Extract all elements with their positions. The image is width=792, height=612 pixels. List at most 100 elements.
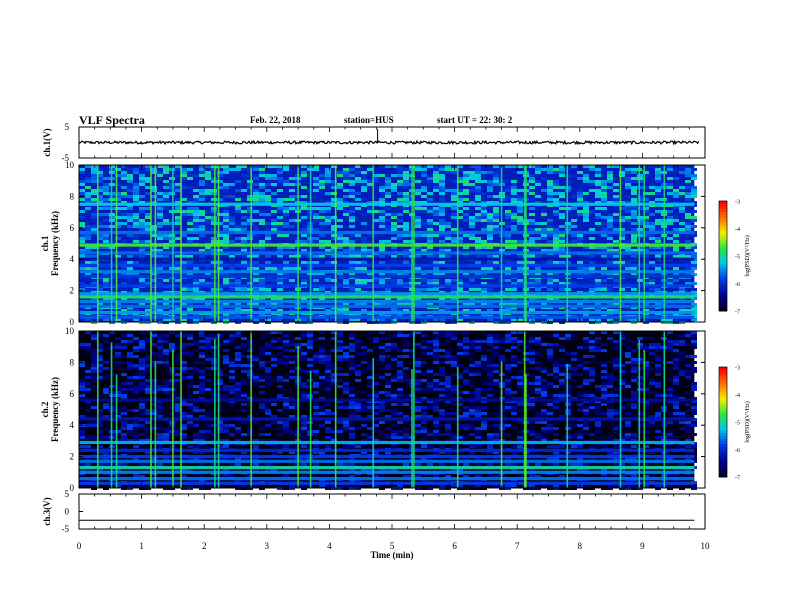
spectrogram-cell <box>619 207 625 210</box>
spectrogram-cell <box>235 288 241 291</box>
spectrogram-cell <box>667 343 673 346</box>
spectrogram-cell <box>151 225 157 228</box>
spectrogram-cell <box>139 207 145 210</box>
spectrogram-cell <box>667 367 673 370</box>
spectrogram-cell <box>259 427 265 430</box>
spectrogram-cell <box>133 183 139 186</box>
spectrogram-cell <box>613 273 619 276</box>
spectrogram-cell <box>409 361 415 364</box>
spectrogram-cell <box>487 216 493 219</box>
spectrogram-cell <box>595 171 601 174</box>
spectrogram-cell <box>601 382 607 385</box>
spectrogram-cell <box>97 349 103 352</box>
spectrogram-cell <box>679 207 685 210</box>
spectrogram-cell <box>427 222 433 225</box>
spectrogram-cell <box>649 424 655 427</box>
spectrogram-cell <box>97 207 103 210</box>
spectrogram-cell <box>145 358 151 361</box>
spectrogram-cell <box>457 228 463 231</box>
spectrogram-cell <box>115 255 121 258</box>
spectrogram-cell <box>535 165 541 168</box>
spectrogram-cell <box>427 406 433 409</box>
spectrogram-cell <box>235 358 241 361</box>
spectrogram-cell <box>643 346 649 349</box>
spectrogram-cell <box>559 168 565 171</box>
spectrogram-cell <box>553 358 559 361</box>
spectrogram-cell <box>253 198 259 201</box>
spectrogram-cell <box>289 403 295 406</box>
spectrogram-cell <box>247 210 253 213</box>
spectrogram-cell <box>559 234 565 237</box>
spectrogram-cell <box>673 267 679 270</box>
spectrogram-cell <box>403 249 409 252</box>
spectrogram-cell <box>127 255 133 258</box>
spectrogram-cell <box>253 373 259 376</box>
spectrogram-cell <box>103 267 109 270</box>
spectrogram-cell <box>325 376 331 379</box>
spectrogram-cell <box>619 373 625 376</box>
spectrogram-cell <box>313 165 319 168</box>
spectrogram-cell <box>223 415 229 418</box>
spectrogram-cell <box>475 346 481 349</box>
spectrogram-cell <box>397 168 403 171</box>
spectrogram-cell <box>517 318 523 321</box>
spectrogram-cell <box>625 297 631 300</box>
spectrogram-cell <box>199 382 205 385</box>
spectrogram-cell <box>649 352 655 355</box>
spectrogram-cell <box>133 198 139 201</box>
spectrogram-cell <box>151 255 157 258</box>
spectrogram-cell <box>613 367 619 370</box>
spectrogram-cell <box>427 388 433 391</box>
spectrogram-cell <box>445 403 451 406</box>
spectrogram-cell <box>157 171 163 174</box>
spectrogram-cell <box>535 391 541 394</box>
spectrogram-cell <box>427 367 433 370</box>
spectrogram-cell <box>103 246 109 249</box>
spectrogram-cell <box>355 415 361 418</box>
spectrogram-cell <box>343 303 349 306</box>
spectrogram-cell <box>277 234 283 237</box>
spectrogram-cell <box>589 267 595 270</box>
spectrogram-cell <box>157 346 163 349</box>
spectrogram-cell <box>187 213 193 216</box>
spectrogram-cell <box>631 358 637 361</box>
spectrogram-cell <box>163 340 169 343</box>
spectrogram-cell <box>205 177 211 180</box>
spectrogram-cell <box>433 165 439 168</box>
spectrogram-cell <box>547 180 553 183</box>
spectrogram-cell <box>427 346 433 349</box>
spectrogram-impulse <box>115 165 118 322</box>
spectrogram-cell <box>181 177 187 180</box>
spectrogram-cell <box>277 318 283 321</box>
spectrogram-cell <box>223 297 229 300</box>
spectrogram-cell <box>631 249 637 252</box>
spectrogram-cell <box>271 379 277 382</box>
spectrogram-cell <box>253 358 259 361</box>
spectrogram-cell <box>223 210 229 213</box>
spectrogram-cell <box>205 240 211 243</box>
spectrogram-cell <box>667 412 673 415</box>
spectrogram-cell <box>511 424 517 427</box>
spectrogram-cell <box>607 225 613 228</box>
spectrogram-cell <box>169 189 175 192</box>
spectrogram-cell <box>595 195 601 198</box>
spectrogram-cell <box>133 409 139 412</box>
spectrogram-cell <box>181 367 187 370</box>
spectrogram-cell <box>187 403 193 406</box>
spectrogram-cell <box>163 355 169 358</box>
spectrogram-cell <box>571 225 577 228</box>
spectrogram-cell <box>607 180 613 183</box>
spectrogram-cell <box>529 297 535 300</box>
spectrogram-cell <box>433 318 439 321</box>
spectrogram-cell <box>505 198 511 201</box>
spectrogram-cell <box>403 367 409 370</box>
spectrogram-cell <box>583 219 589 222</box>
spectrogram-cell <box>301 334 307 337</box>
spectrogram-cell <box>571 343 577 346</box>
spectrogram-cell <box>337 303 343 306</box>
spectrogram-cell <box>421 361 427 364</box>
spectrogram-cell <box>445 189 451 192</box>
spectrogram-cell <box>667 249 673 252</box>
spectrogram-cell <box>433 421 439 424</box>
spectrogram-cell <box>421 352 427 355</box>
